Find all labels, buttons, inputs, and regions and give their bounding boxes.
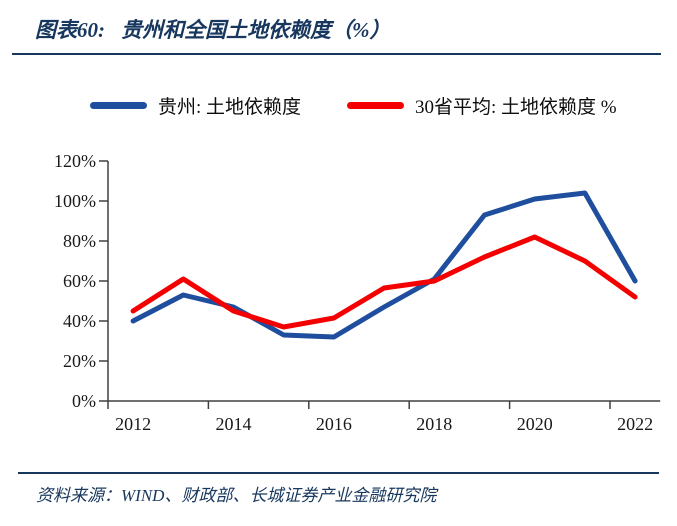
legend-label-average: 30省平均: 土地依赖度 % [415,97,617,118]
y-axis-label: 20% [63,351,96,371]
legend-label-guizhou: 贵州: 土地依赖度 [158,97,302,118]
figure-title-row: 图表60: 贵州和全国土地依赖度（%） [35,14,391,44]
x-axis-label: 2012 [115,414,151,434]
series-line-1 [130,234,638,330]
chart-legend: 贵州: 土地依赖度 30省平均: 土地依赖度 % [90,92,617,119]
footer-divider [18,472,659,474]
legend-item-average: 30省平均: 土地依赖度 % [347,92,617,119]
average-line-swatch [347,102,405,109]
line-chart: 0% 20% 40% 60% 80% 100% 120% 2012 2014 2016 2018 20… [54,151,661,434]
x-axis-label: 2020 [517,414,553,434]
source-note: 资料来源：WIND、财政部、长城证券产业金融研究院 [36,486,437,505]
x-axis-label: 2014 [216,414,252,434]
title-divider [12,53,661,55]
figure-number-label: 图表60: [35,18,105,42]
series-line-0 [130,190,638,340]
guizhou-line-swatch [90,102,147,109]
y-axis-label: 60% [63,271,96,291]
x-axis-label: 2018 [416,414,452,434]
y-axis-label: 40% [63,311,96,331]
y-axis-label: 100% [54,191,96,211]
figure-title: 贵州和全国土地依赖度（%） [121,18,391,42]
y-axis-label: 120% [54,151,96,171]
legend-item-guizhou: 贵州: 土地依赖度 [90,92,301,119]
x-axis-label: 2016 [316,414,352,434]
x-axis-label: 2022 [617,414,653,434]
y-axis-label: 0% [72,391,96,411]
y-axis-label: 80% [63,231,96,251]
